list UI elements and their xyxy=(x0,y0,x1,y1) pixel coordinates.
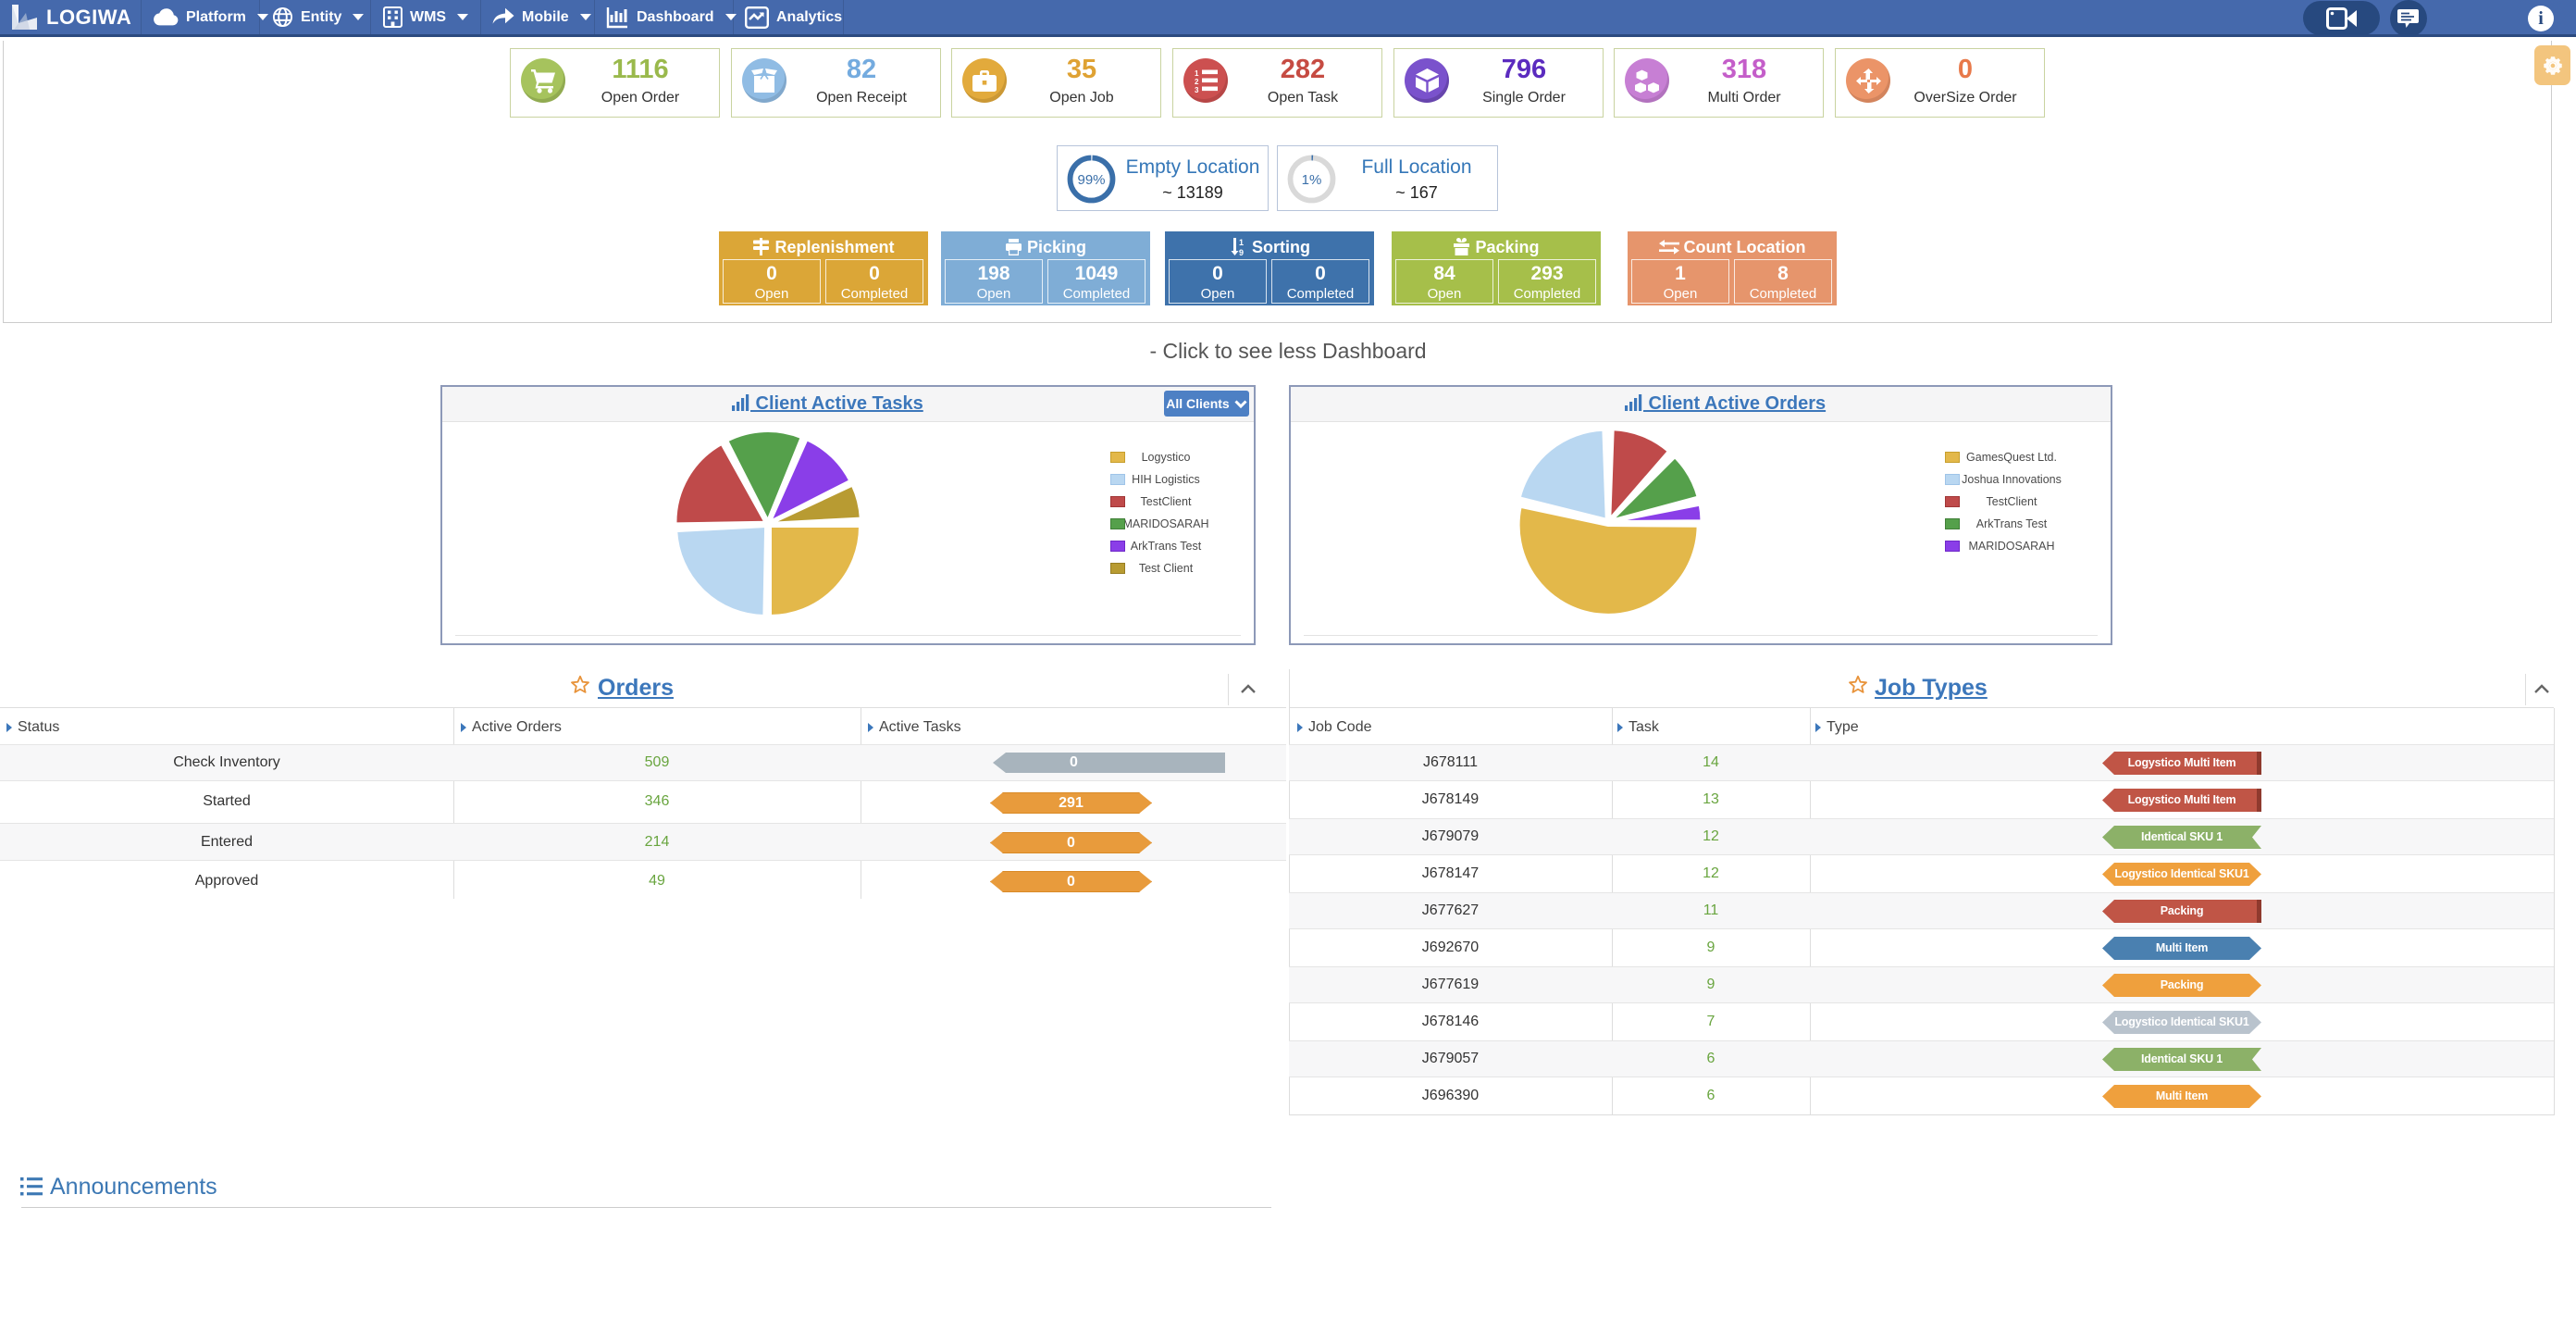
svg-text:1: 1 xyxy=(1239,238,1244,247)
svg-text:99%: 99% xyxy=(1077,172,1105,188)
svg-text:9: 9 xyxy=(1239,248,1244,255)
svg-text:3: 3 xyxy=(1195,86,1199,93)
svg-text:1%: 1% xyxy=(1302,172,1322,188)
svg-text:1: 1 xyxy=(1195,69,1199,78)
svg-text:2: 2 xyxy=(1195,78,1199,86)
